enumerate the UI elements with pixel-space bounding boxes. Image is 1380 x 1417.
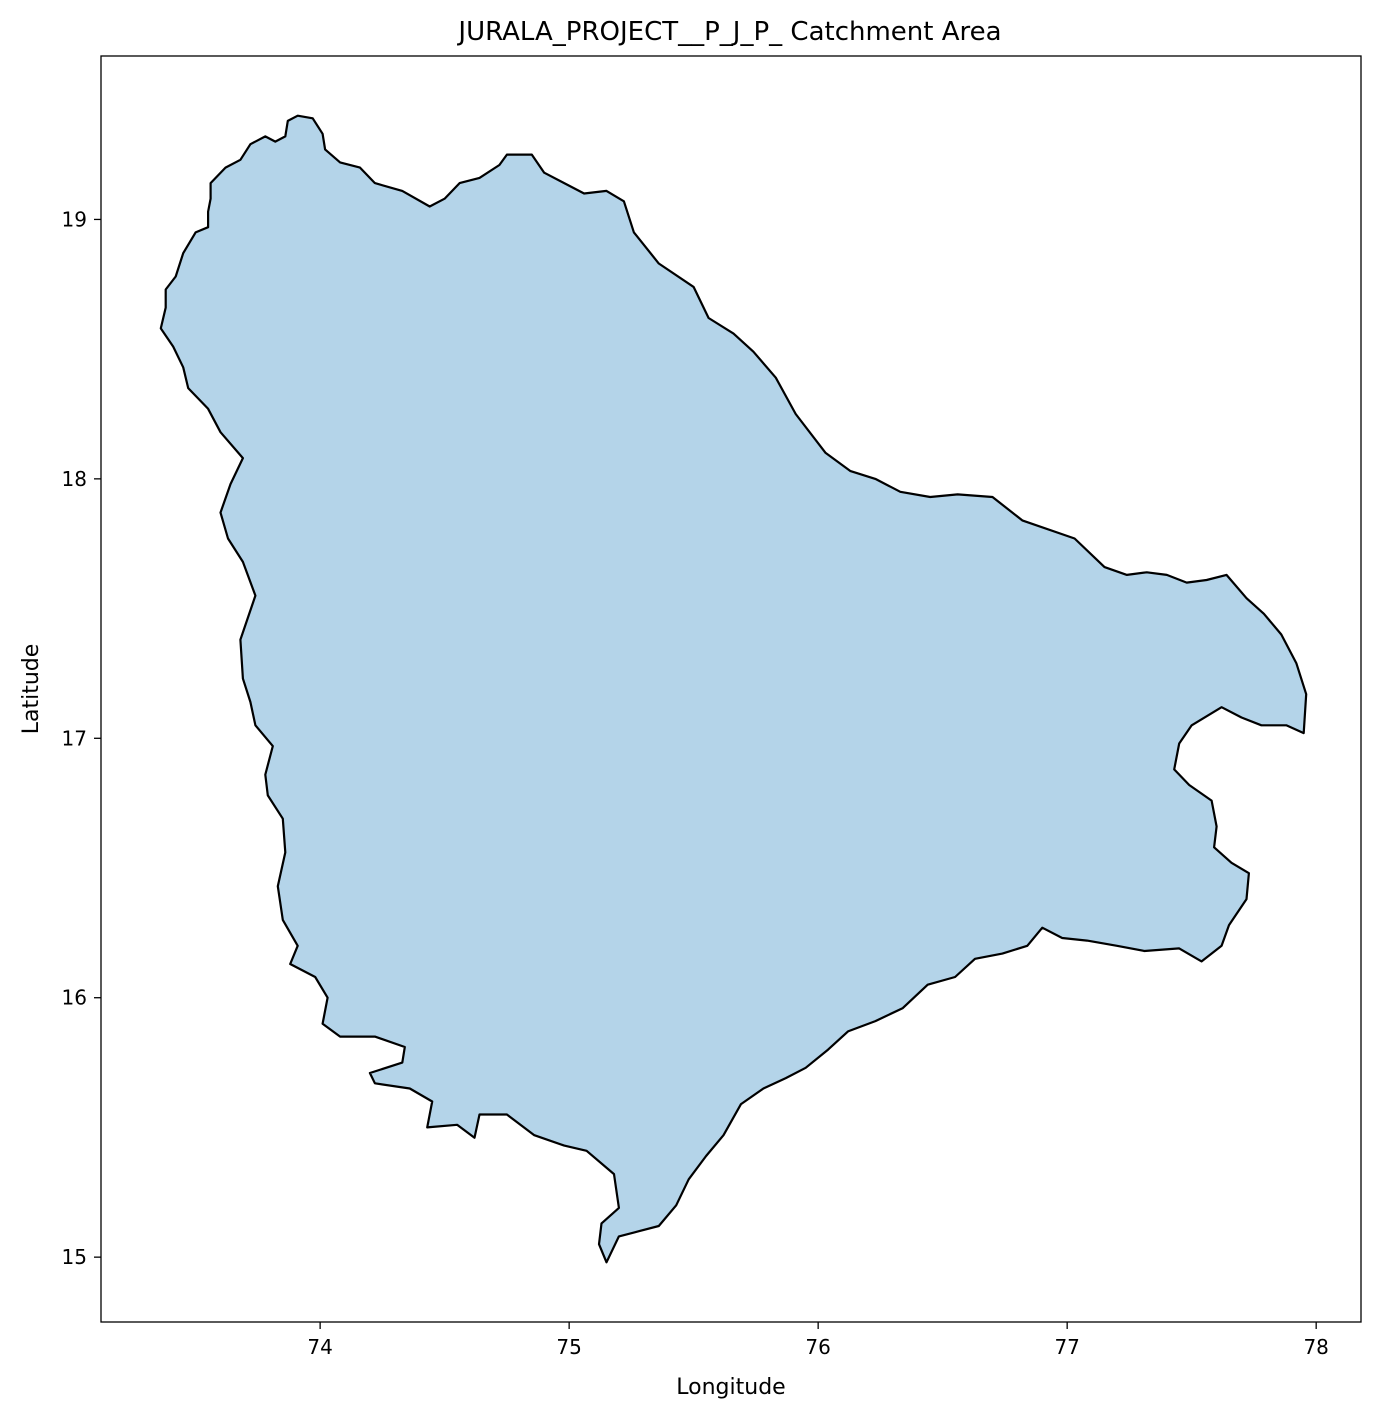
catchment-area-polygon [159, 114, 1308, 1264]
y-axis-ticks: 15 16 17 18 19 [62, 207, 101, 1269]
x-tick-label: 78 [1303, 1335, 1328, 1359]
plot-frame [100, 55, 1362, 1323]
y-tick-label: 19 [62, 207, 87, 231]
chart-title: JURALA_PROJECT__P_J_P_ Catchment Area [456, 17, 1001, 47]
y-tick-label: 17 [62, 726, 87, 750]
y-tick-label: 16 [62, 986, 87, 1010]
x-tick-label: 75 [556, 1335, 581, 1359]
map-layer [159, 114, 1308, 1264]
x-tick-label: 77 [1054, 1335, 1079, 1359]
x-tick-label: 74 [307, 1335, 332, 1359]
x-axis-ticks: 74 75 76 77 78 [307, 1322, 1329, 1359]
x-tick-label: 76 [805, 1335, 830, 1359]
x-axis-label: Longitude [676, 1375, 785, 1400]
y-axis-label: Latitude [19, 644, 44, 735]
y-tick-label: 15 [62, 1245, 87, 1269]
y-tick-label: 18 [62, 467, 87, 491]
